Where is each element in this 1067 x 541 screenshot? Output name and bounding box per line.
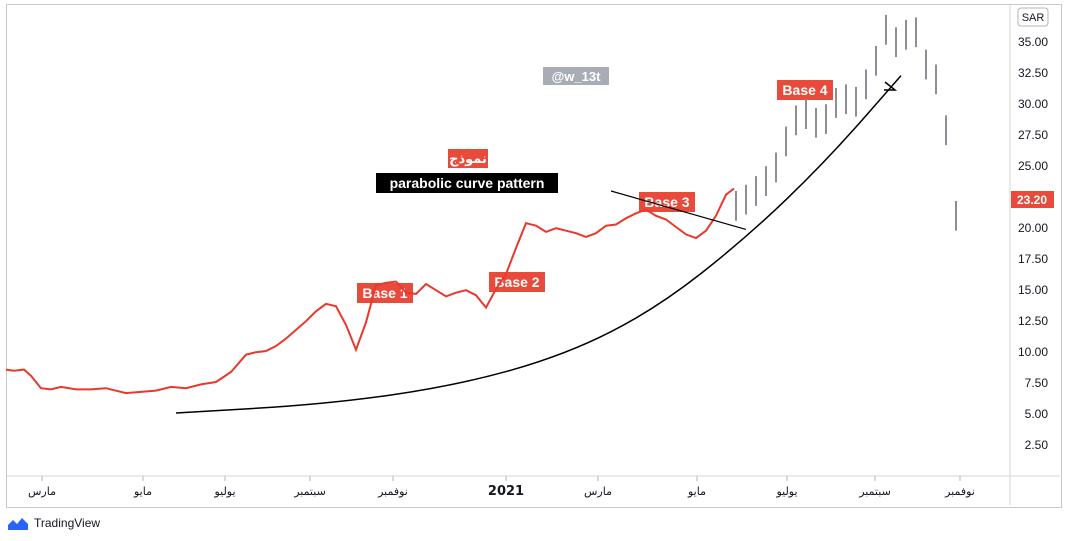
trendline: [610, 190, 747, 231]
watermark-box: [543, 67, 609, 85]
y-tick-label: 2.50: [1025, 438, 1049, 452]
base-3-label: Base 3: [644, 194, 689, 210]
y-tick-label: 27.50: [1018, 128, 1048, 142]
x-tick-label: 2021: [488, 484, 524, 499]
x-tick-label: يوليو: [213, 485, 235, 498]
x-tick-label: سبتمبر: [293, 485, 326, 498]
x-axis: مارس مايو يوليو سبتمبر نوفمبر 2021 مارس مايو يول…: [28, 476, 975, 499]
tradingview-logo-icon[interactable]: [8, 516, 28, 530]
y-tick-label: 12.50: [1018, 314, 1048, 328]
base-1-box: [357, 283, 413, 303]
parabolic-curve: [175, 75, 902, 414]
y-tick-label: 32.50: [1018, 66, 1048, 80]
base-3-box: [639, 192, 695, 212]
last-price-box: [1011, 191, 1054, 208]
price-line: [5, 187, 735, 395]
y-tick-label: 10.00: [1018, 345, 1048, 359]
price-bars: [735, 14, 957, 231]
x-tick-label: سبتمبر: [858, 485, 891, 498]
chart-title: parabolic curve pattern: [390, 175, 545, 191]
x-tick-label: مايو: [687, 485, 706, 498]
y-tick-label: 20.00: [1018, 221, 1048, 235]
currency-box[interactable]: [1017, 7, 1049, 27]
arabic-title-box: [448, 149, 488, 168]
chart-title-box: [376, 173, 558, 193]
x-tick-label: نوفمبر: [377, 485, 408, 498]
base-4-box: [777, 80, 833, 100]
arabic-title-text: نموذج: [449, 152, 487, 167]
base-2-label: Base 2: [494, 274, 539, 290]
y-tick-label: 15.00: [1018, 283, 1048, 297]
watermark-text: @w_13t: [552, 69, 601, 84]
curve-arrowhead: [884, 81, 898, 91]
y-tick-label: 17.50: [1018, 252, 1048, 266]
y-tick-label: 5.00: [1025, 407, 1049, 421]
last-price: 23.20: [1017, 193, 1047, 207]
x-tick-label: يوليو: [775, 485, 797, 498]
footer: TradingView: [8, 513, 100, 533]
tradingview-brand[interactable]: TradingView: [34, 516, 101, 530]
x-tick-label: مايو: [133, 485, 152, 498]
x-tick-label: نوفمبر: [944, 485, 975, 498]
x-tick-label: مارس: [584, 485, 612, 498]
chart-frame: [6, 4, 1062, 508]
y-tick-label: 7.50: [1025, 376, 1049, 390]
currency-label: SAR: [1022, 12, 1045, 24]
y-tick-label: 35.00: [1018, 35, 1048, 49]
y-tick-label: 30.00: [1018, 97, 1048, 111]
x-tick-label: مارس: [28, 485, 56, 498]
y-tick-label: 25.00: [1018, 159, 1048, 173]
y-axis: 2.505.007.5010.0012.5015.0017.5020.0022.…: [1018, 35, 1048, 452]
base-4-label: Base 4: [782, 82, 827, 98]
